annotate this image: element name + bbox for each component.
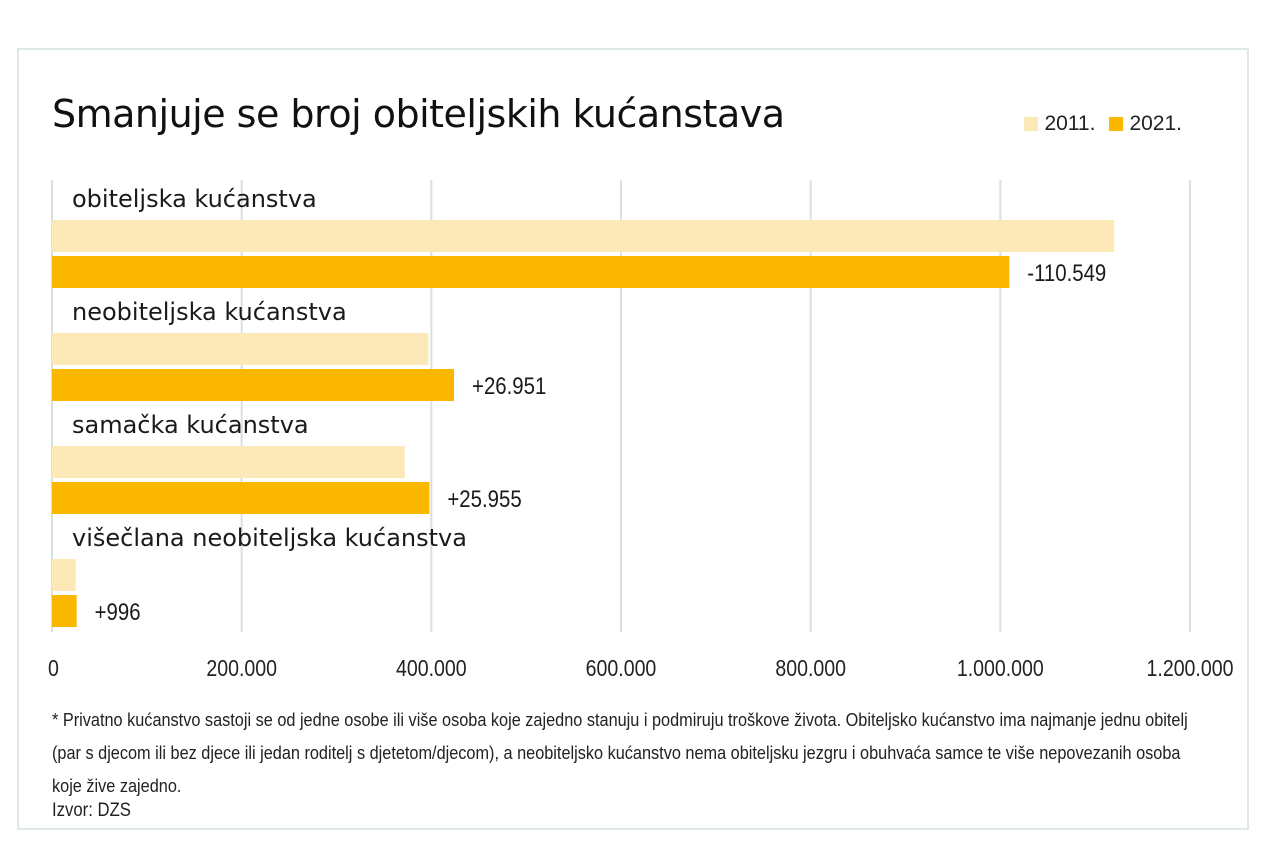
x-tick-label: 400.000 xyxy=(396,656,467,682)
legend-label-2021: 2021. xyxy=(1129,112,1182,135)
x-tick-label: 200.000 xyxy=(206,656,277,682)
footnote: * Privatno kućanstvo sastoji se od jedne… xyxy=(52,709,1188,796)
category-label: samačka kućanstva xyxy=(72,411,309,439)
chart-title: Smanjuje se broj obiteljskih kućanstava xyxy=(52,92,785,136)
source-note: Izvor: DZS xyxy=(52,800,131,821)
data-label: +996 xyxy=(95,598,141,625)
x-tick-label: 600.000 xyxy=(586,656,657,682)
x-tick-label: 800.000 xyxy=(775,656,846,682)
bar-2011 xyxy=(52,333,429,365)
chart-frame xyxy=(17,48,1249,830)
category-label: obiteljska kućanstva xyxy=(72,185,317,213)
legend: 2011. 2021. xyxy=(1010,112,1182,136)
bar-2021 xyxy=(52,595,77,627)
legend-item-2011: 2011. xyxy=(1024,112,1095,136)
bar-2011 xyxy=(52,559,76,591)
data-label: +25.955 xyxy=(447,485,521,512)
bar-2021 xyxy=(52,369,455,401)
bar-2021 xyxy=(52,482,430,514)
bar-2021 xyxy=(52,256,1010,288)
category-label: višečlana neobiteljska kućanstva xyxy=(72,524,467,552)
legend-item-2021: 2021. xyxy=(1109,112,1182,136)
x-tick-label: 1.000.000 xyxy=(957,656,1044,682)
category-label: neobiteljska kućanstva xyxy=(72,298,347,326)
data-label: +26.951 xyxy=(472,372,546,399)
data-label: -110.549 xyxy=(1027,259,1106,286)
x-tick-label: 0 xyxy=(48,656,59,682)
legend-label-2011: 2011. xyxy=(1044,112,1096,135)
legend-swatch-2011 xyxy=(1024,117,1039,131)
x-tick-label: 1.200.000 xyxy=(1147,656,1234,682)
bar-2011 xyxy=(52,220,1115,252)
bar-2011 xyxy=(52,446,405,478)
legend-swatch-2021 xyxy=(1109,117,1124,131)
